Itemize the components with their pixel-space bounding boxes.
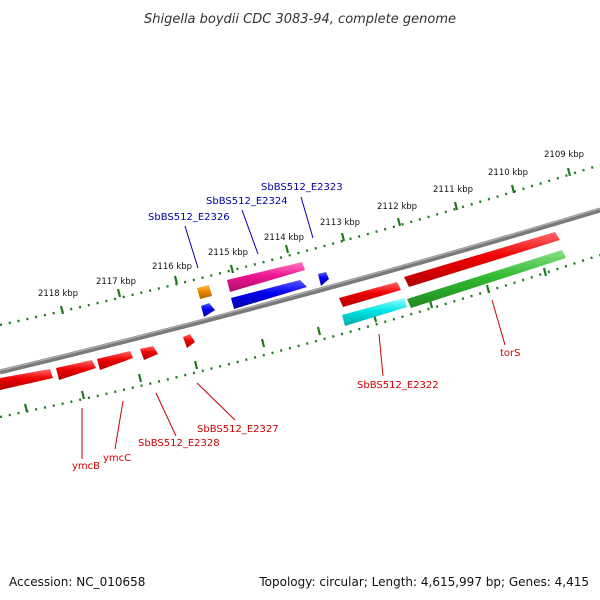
genome-backbone bbox=[0, 207, 600, 375]
upper-leaders bbox=[184, 196, 314, 269]
tick-label: 2112 kbp bbox=[377, 202, 417, 212]
inner-major-ticks bbox=[23, 267, 548, 413]
tick-label: 2110 kbp bbox=[488, 168, 528, 178]
tick-label: 2117 kbp bbox=[96, 277, 136, 287]
tick-labels: 2109 kbp 2110 kbp 2111 kbp 2112 kbp 2113… bbox=[38, 150, 584, 299]
gene-label-upper: SbBS512_E2323 bbox=[261, 182, 343, 193]
gene-label-upper: SbBS512_E2324 bbox=[206, 196, 288, 207]
tick-label: 2114 kbp bbox=[264, 233, 304, 243]
gene-feature[interactable] bbox=[201, 303, 215, 317]
gene-feature[interactable] bbox=[407, 250, 566, 308]
gene-feature[interactable] bbox=[140, 346, 158, 360]
tick-label: 2111 kbp bbox=[433, 185, 473, 195]
gene-label-lower: SbBS512_E2327 bbox=[197, 424, 279, 435]
gene-label-upper: SbBS512_E2326 bbox=[148, 212, 230, 223]
outer-major-ticks bbox=[59, 167, 572, 315]
tick-label: 2118 kbp bbox=[38, 289, 78, 299]
tick-label: 2113 kbp bbox=[320, 218, 360, 228]
gene-label-lower: SbBS512_E2328 bbox=[138, 438, 220, 449]
tick-label: 2109 kbp bbox=[544, 150, 584, 160]
gene-feature[interactable] bbox=[339, 282, 401, 307]
gene-label-lower: torS bbox=[500, 348, 521, 359]
gene-label-lower: SbBS512_E2322 bbox=[357, 380, 439, 391]
feature-layer bbox=[0, 232, 566, 390]
gene-feature[interactable] bbox=[318, 272, 329, 286]
tick-label: 2116 kbp bbox=[152, 262, 192, 272]
gene-feature[interactable] bbox=[227, 262, 305, 292]
lower-leaders bbox=[81, 299, 506, 459]
gene-feature[interactable] bbox=[56, 360, 96, 380]
tick-label: 2115 kbp bbox=[208, 248, 248, 258]
gene-feature[interactable] bbox=[197, 285, 212, 299]
gene-feature[interactable] bbox=[404, 232, 560, 287]
gene-feature[interactable] bbox=[183, 334, 195, 348]
gene-feature[interactable] bbox=[0, 369, 53, 390]
genome-summary-text: Topology: circular; Length: 4,615,997 bp… bbox=[258, 575, 589, 589]
inner-tick-track bbox=[0, 253, 600, 419]
gene-label-lower: ymcB bbox=[72, 461, 100, 472]
accession-text: Accession: NC_010658 bbox=[9, 575, 145, 589]
gene-label-lower: ymcC bbox=[103, 453, 131, 464]
map-title: Shigella boydii CDC 3083-94, complete ge… bbox=[144, 12, 456, 27]
gene-feature[interactable] bbox=[231, 280, 307, 309]
gene-feature[interactable] bbox=[342, 298, 407, 326]
gene-feature[interactable] bbox=[97, 351, 133, 370]
genome-backbone-highlight bbox=[0, 207, 600, 372]
